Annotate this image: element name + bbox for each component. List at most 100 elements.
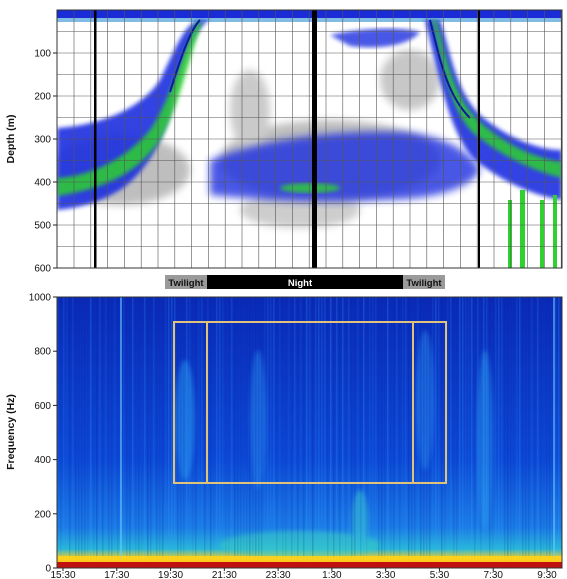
spectrogram-stripe — [126, 297, 128, 568]
spectrogram-stripe — [177, 297, 179, 568]
spectrogram-stripe — [501, 297, 503, 568]
spectrogram-stripe — [162, 297, 164, 568]
spectrogram-stripe — [144, 297, 146, 568]
spectrogram-stripe — [315, 297, 317, 568]
spectrogram-stripe — [186, 297, 188, 568]
spectrogram-stripe — [264, 297, 266, 568]
spectrogram-stripe — [537, 297, 539, 568]
spectrogram-stripe — [228, 297, 230, 568]
spectrogram-stripe — [102, 297, 104, 568]
spectrogram-stripe — [300, 297, 302, 568]
spectrogram-stripe — [120, 297, 122, 568]
spectrogram-stripe — [72, 297, 74, 568]
spectrogram-stripe — [111, 297, 113, 568]
spectrogram-stripe — [495, 297, 497, 568]
spectrogram-stripe — [399, 297, 401, 568]
time-tick-label: 7:30 — [483, 570, 503, 579]
frequency-tick-label: 400 — [34, 455, 51, 466]
spectrogram-stripe — [291, 297, 293, 568]
spectrogram-stripe — [492, 297, 494, 568]
low-frequency-band — [57, 556, 562, 562]
spectrogram-stripe — [309, 297, 311, 568]
spectrogram-stripe — [345, 297, 347, 568]
depth-tick-label: 600 — [34, 264, 51, 275]
spectrogram-stripe — [507, 297, 509, 568]
spectrogram-stripe — [450, 297, 452, 568]
spectrogram-stripe — [195, 297, 197, 568]
spectrogram-stripe — [237, 297, 239, 568]
spectrogram-stripe — [420, 297, 422, 568]
scattering-layer-night — [210, 28, 480, 202]
time-tick-label: 17:30 — [104, 570, 129, 579]
spectrogram-stripe — [204, 297, 206, 568]
night-label: Night — [288, 278, 313, 289]
spectrogram-stripe — [150, 297, 152, 568]
spectrogram-stripe — [219, 297, 221, 568]
spectrogram-stripe — [417, 297, 419, 568]
spectrogram-stripe — [396, 297, 398, 568]
frequency-axis-title: Frequency (Hz) — [5, 394, 17, 470]
spectrogram-stripe — [414, 297, 416, 568]
spectrogram-stripe — [99, 297, 101, 568]
time-tick-label: 5:30 — [430, 570, 450, 579]
day-night-bar: Twilight Night Twilight — [165, 275, 445, 289]
spectrogram-stripe — [519, 297, 521, 568]
spectrogram-stripe — [549, 297, 551, 568]
depth-tick-label: 500 — [34, 221, 51, 232]
spectrogram-stripe — [303, 297, 305, 568]
spectrogram-stripe — [81, 297, 83, 568]
spectrogram-stripe — [318, 297, 320, 568]
spectrogram-stripe — [285, 297, 287, 568]
spectrogram-stripe — [135, 297, 137, 568]
spectrogram-stripe — [411, 297, 413, 568]
spectrogram-stripe — [138, 297, 140, 568]
spectrogram-stripe — [387, 297, 389, 568]
spectrogram-stripe — [432, 297, 434, 568]
spectrogram-stripe — [555, 297, 557, 568]
spectrogram-stripe — [60, 297, 62, 568]
spectrogram-stripe — [348, 297, 350, 568]
spectrogram-stripe — [57, 297, 59, 568]
spectrogram-stripe — [546, 297, 548, 568]
spectrogram-stripe — [429, 297, 431, 568]
spectrogram-stripe — [306, 297, 308, 568]
twilight-dawn-segment — [403, 275, 445, 289]
spectrogram-stripe — [66, 297, 68, 568]
spectrogram-stripe — [114, 297, 116, 568]
spectrogram-stripe — [438, 297, 440, 568]
spectrogram-stripe — [93, 297, 95, 568]
marker-line-center — [312, 10, 317, 268]
spectrogram-stripe — [75, 297, 77, 568]
spectrogram-stripe — [441, 297, 443, 568]
spectrogram-texture — [175, 330, 493, 559]
spectrogram-stripe — [453, 297, 455, 568]
frequency-axis-ticks: 0 200 400 600 800 1000 — [29, 293, 57, 575]
spectrogram-stripe — [294, 297, 296, 568]
time-tick-label: 3:30 — [376, 570, 396, 579]
spectrogram-stripe — [258, 297, 260, 568]
spectrogram-stripe — [525, 297, 527, 568]
spectrogram-stripe — [84, 297, 86, 568]
night-segment — [207, 275, 403, 289]
spectrogram-stripe — [225, 297, 227, 568]
spectrogram-stripe — [459, 297, 461, 568]
spectrogram-stripe — [249, 297, 251, 568]
spectrogram-stripe — [360, 297, 362, 568]
spectrogram-stripe — [402, 297, 404, 568]
depth-tick-label: 400 — [34, 178, 51, 189]
spectrogram-stripe — [324, 297, 326, 568]
spectrogram-stripe — [165, 297, 167, 568]
spectrogram-stripe — [288, 297, 290, 568]
spectrogram-stripe — [543, 297, 545, 568]
spectrogram-stripe — [426, 297, 428, 568]
spectrogram-stripe — [231, 297, 233, 568]
spectrogram-stripe — [141, 297, 143, 568]
spectrogram-stripe — [498, 297, 500, 568]
spectrogram-stripe — [156, 297, 158, 568]
spectrogram-stripe — [408, 297, 410, 568]
spectrogram-stripe — [336, 297, 338, 568]
spectrogram-stripe — [462, 297, 464, 568]
spectrogram-stripe — [132, 297, 134, 568]
spectrogram-stripe — [390, 297, 392, 568]
spectrogram-stripe — [468, 297, 470, 568]
